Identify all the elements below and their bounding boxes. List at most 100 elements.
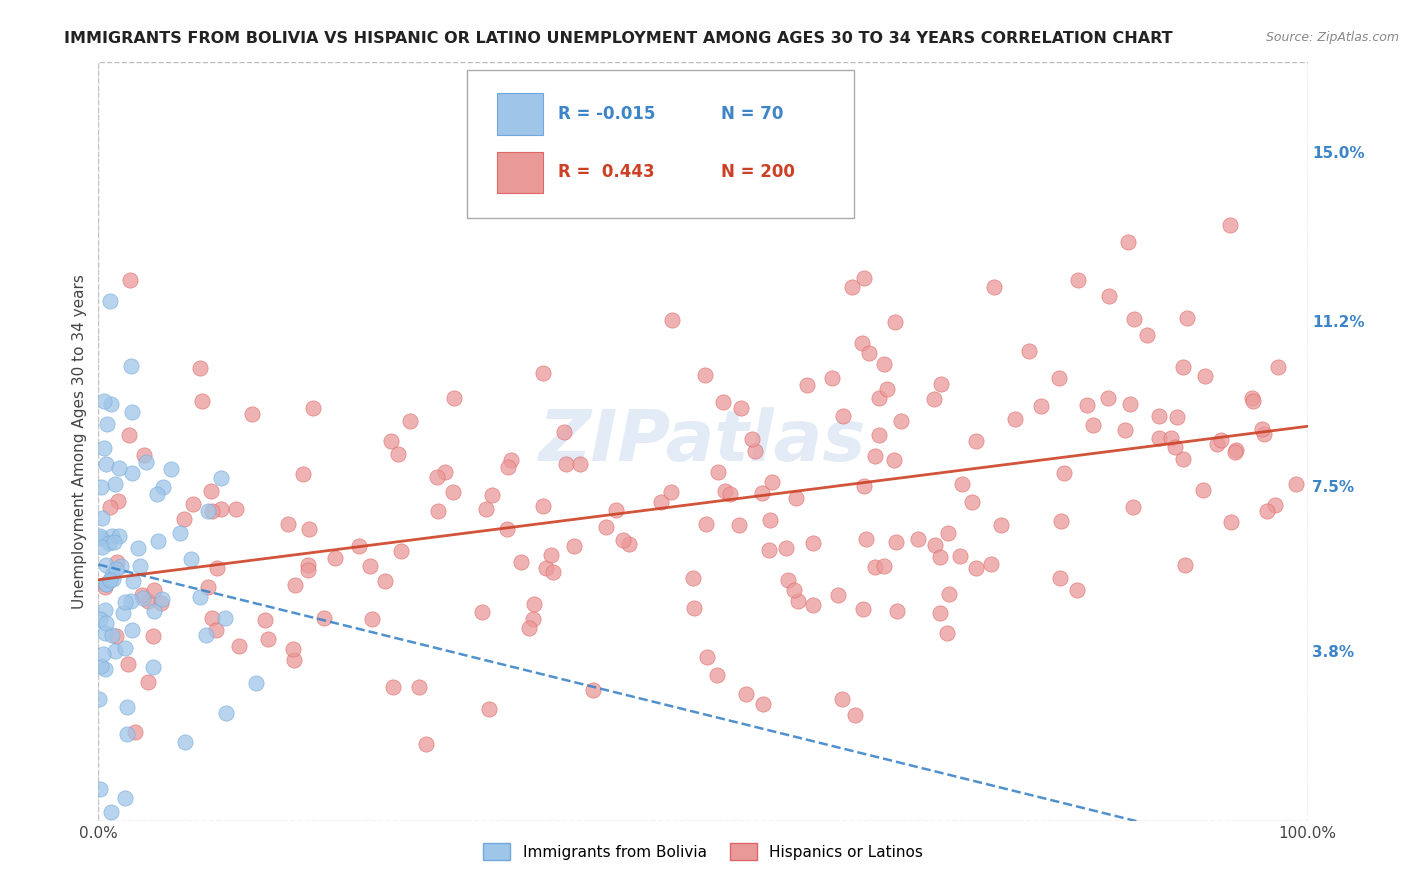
Point: [100, 628, 122, 642]
Point: [562, 539, 585, 553]
Point: [190, 393, 212, 408]
Point: [801, 535, 824, 549]
Point: [101, 572, 124, 586]
Point: [121, 466, 143, 480]
Point: [284, 578, 307, 592]
Point: [253, 613, 276, 627]
Point: [1098, 289, 1121, 303]
Point: [197, 504, 219, 518]
Point: [1160, 432, 1182, 446]
Point: [104, 629, 127, 643]
Point: [475, 501, 498, 516]
Point: [1284, 476, 1306, 491]
Point: [136, 593, 159, 607]
Point: [188, 590, 211, 604]
Point: [796, 378, 818, 392]
Point: [1004, 411, 1026, 425]
Point: [169, 526, 191, 541]
Point: [907, 532, 929, 546]
Point: [201, 504, 224, 518]
Point: [1119, 397, 1142, 411]
Point: [94, 457, 117, 471]
Point: [706, 465, 728, 479]
Point: [93, 603, 115, 617]
Point: [399, 414, 422, 428]
Point: [108, 461, 131, 475]
Point: [374, 574, 396, 588]
Point: [1253, 426, 1275, 441]
Point: [682, 571, 704, 585]
Text: R =  0.443: R = 0.443: [558, 163, 655, 181]
Point: [522, 611, 544, 625]
Y-axis label: Unemployment Among Ages 30 to 34 years: Unemployment Among Ages 30 to 34 years: [72, 274, 87, 609]
Point: [499, 453, 522, 467]
Point: [983, 279, 1005, 293]
Point: [89, 528, 111, 542]
Point: [1053, 466, 1076, 480]
Point: [883, 452, 905, 467]
Point: [612, 533, 634, 548]
Point: [851, 336, 873, 351]
Point: [152, 592, 174, 607]
FancyBboxPatch shape: [467, 70, 855, 218]
Point: [1225, 443, 1247, 458]
Point: [922, 392, 945, 406]
Point: [1149, 409, 1171, 423]
Point: [783, 583, 806, 598]
Point: [98, 535, 121, 549]
Point: [990, 518, 1012, 533]
Point: [855, 533, 877, 547]
Point: [853, 271, 876, 285]
Point: [1240, 391, 1263, 405]
Point: [1194, 368, 1216, 383]
Point: [844, 707, 866, 722]
Point: [89, 612, 111, 626]
Point: [695, 516, 717, 531]
Point: [1066, 582, 1088, 597]
Point: [135, 455, 157, 469]
Point: [389, 543, 412, 558]
Point: [595, 520, 617, 534]
Point: [94, 626, 117, 640]
Point: [509, 556, 531, 570]
Point: [94, 576, 117, 591]
Point: [1067, 273, 1090, 287]
Point: [91, 647, 114, 661]
Point: [297, 564, 319, 578]
Point: [471, 605, 494, 619]
Point: [980, 557, 1002, 571]
Point: [96, 577, 118, 591]
Point: [297, 558, 319, 572]
Point: [776, 573, 799, 587]
Point: [180, 552, 202, 566]
Point: [1256, 504, 1278, 518]
Point: [1114, 423, 1136, 437]
Point: [531, 367, 554, 381]
Point: [129, 559, 152, 574]
Point: [683, 601, 706, 615]
Point: [105, 562, 128, 576]
Point: [100, 528, 122, 542]
Point: [91, 511, 114, 525]
Point: [876, 382, 898, 396]
Point: [114, 595, 136, 609]
Point: [858, 345, 880, 359]
Point: [553, 425, 575, 440]
Point: [121, 574, 143, 588]
Point: [94, 615, 117, 630]
Point: [938, 587, 960, 601]
Point: [1122, 500, 1144, 515]
Point: [115, 727, 138, 741]
Point: [555, 458, 578, 472]
Point: [107, 493, 129, 508]
Point: [952, 476, 974, 491]
Point: [751, 697, 773, 711]
Point: [142, 629, 165, 643]
Point: [121, 623, 143, 637]
Point: [841, 280, 863, 294]
Point: [114, 791, 136, 805]
Text: N = 70: N = 70: [721, 105, 783, 123]
Point: [801, 598, 824, 612]
Point: [1220, 515, 1243, 529]
Point: [90, 480, 112, 494]
